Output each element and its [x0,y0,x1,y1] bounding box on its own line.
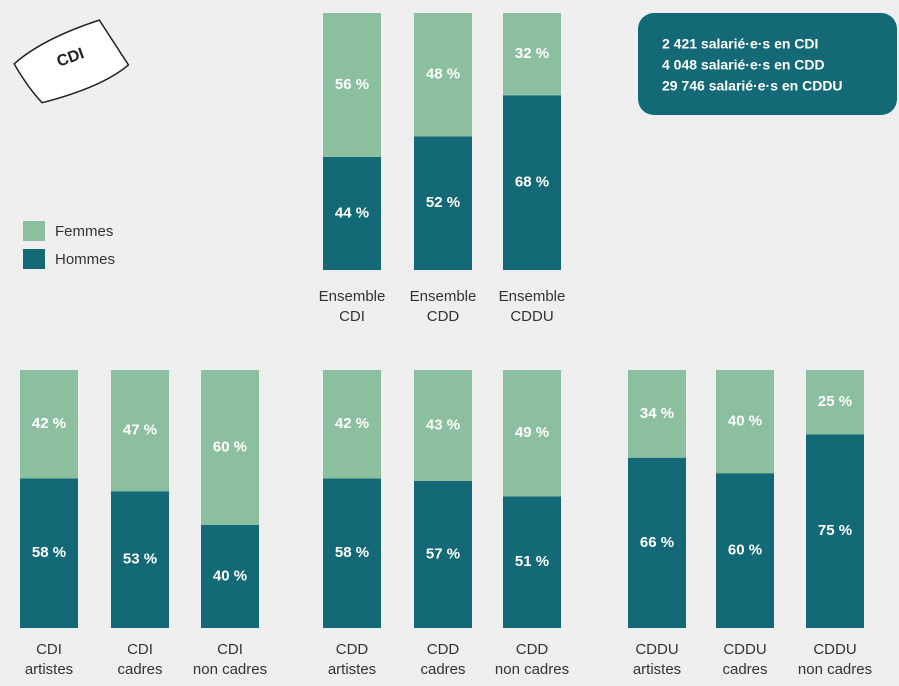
value-label: 40 % [213,567,247,584]
x-tick-label: Ensemble [319,288,386,305]
x-tick-label: non cadres [798,661,872,678]
bar-segment [111,491,169,628]
note-box [638,13,897,115]
value-label: 75 % [818,522,852,539]
bar-segment [628,370,686,458]
bar-segment [414,370,472,481]
cdi-icon: CDI [13,19,130,104]
bar-segment [20,478,78,628]
x-tick-label: cadres [117,661,162,678]
x-tick-label: artistes [25,661,73,678]
x-tick-label: cadres [420,661,465,678]
bar-segment [201,524,259,628]
legend-label: Hommes [55,251,115,268]
x-tick-label: CDD [336,641,369,658]
value-label: 52 % [426,194,460,211]
value-label: 48 % [426,66,460,83]
value-label: 40 % [728,413,762,430]
x-tick-label: non cadres [495,661,569,678]
value-label: 58 % [32,544,66,561]
note-line: 29 746 salarié·e·s en CDDU [662,78,843,94]
value-label: 42 % [32,415,66,432]
value-label: 47 % [123,422,157,439]
paper [13,19,130,104]
bar-segment [323,13,381,157]
bar-segment [414,136,472,270]
bar-segment [503,13,561,96]
x-tick-label: CDD [427,308,460,325]
x-tick-label: Ensemble [499,288,566,305]
value-label: 58 % [335,544,369,561]
note-line: 4 048 salarié·e·s en CDD [662,57,825,73]
x-tick-label: CDDU [510,308,553,325]
value-label: 60 % [728,542,762,559]
bar-segment [323,370,381,479]
bar-segment [806,434,864,628]
bar-segment [323,478,381,628]
legend-swatch [23,221,45,241]
x-tick-label: artistes [633,661,681,678]
bar-segment [111,370,169,492]
bar-segment [201,370,259,525]
value-label: 44 % [335,204,369,221]
value-label: 34 % [640,405,674,422]
bar-segment [414,13,472,137]
bar-segment [323,156,381,270]
x-tick-label: CDDU [813,641,856,658]
value-label: 60 % [213,438,247,455]
value-label: 32 % [515,45,549,62]
bar-segment [806,370,864,435]
note-line: 2 421 salarié·e·s en CDI [662,36,818,52]
legend-label: Femmes [55,223,113,240]
x-tick-label: CDD [427,641,460,658]
value-label: 68 % [515,174,549,191]
bar-segment [414,480,472,628]
x-tick-label: Ensemble [410,288,477,305]
bar-segment [503,95,561,271]
x-tick-label: CDDU [635,641,678,658]
value-label: 66 % [640,534,674,551]
bar-segment [628,457,686,628]
value-label: 51 % [515,553,549,570]
x-tick-label: CDDU [723,641,766,658]
x-tick-label: cadres [722,661,767,678]
x-tick-label: CDI [339,308,365,325]
value-label: 53 % [123,551,157,568]
x-tick-label: artistes [328,661,376,678]
x-tick-label: CDD [516,641,549,658]
value-label: 25 % [818,393,852,410]
bar-segment [716,473,774,628]
legend-swatch [23,249,45,269]
bar-segment [503,496,561,628]
value-label: 56 % [335,76,369,93]
bar-segment [716,370,774,474]
x-tick-label: CDI [36,641,62,658]
x-tick-label: non cadres [193,661,267,678]
bar-segment [503,370,561,497]
bar-segment [20,370,78,479]
value-label: 43 % [426,416,460,433]
x-tick-label: CDI [217,641,243,658]
value-label: 42 % [335,415,369,432]
value-label: 57 % [426,545,460,562]
x-tick-label: CDI [127,641,153,658]
value-label: 49 % [515,424,549,441]
